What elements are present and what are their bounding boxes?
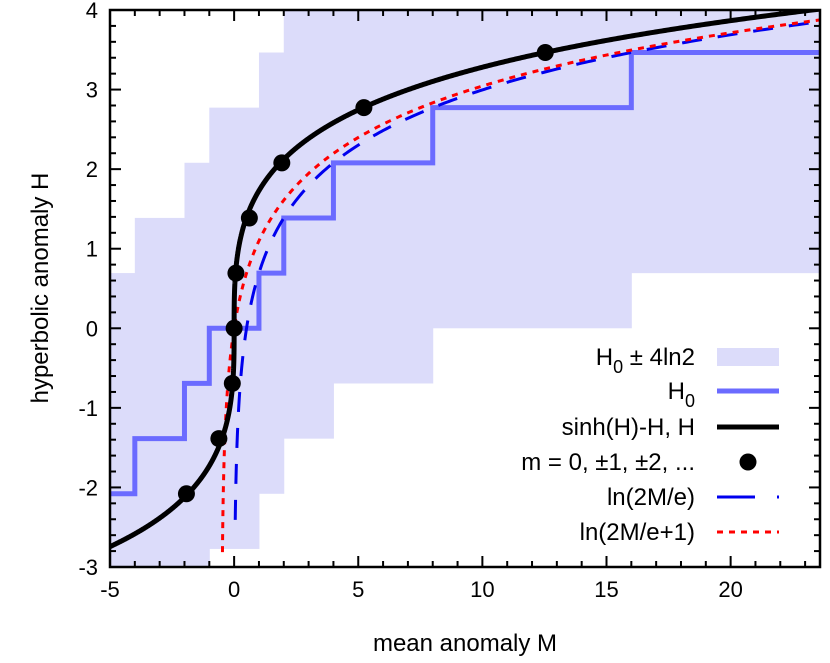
y-tick-label: 1 [86,237,98,262]
y-tick-label: 0 [86,316,98,341]
plot-frame [108,8,822,569]
x-tick-label: 0 [228,577,240,602]
y-tick-label: 3 [86,78,98,103]
x-tick-label: -5 [100,577,120,602]
legend-item: ln(2M/e) [607,484,779,511]
anchor-point [227,264,245,282]
legend-swatch-point [739,453,757,471]
h0-step-line [110,49,820,497]
y-tick-label: 2 [86,157,98,182]
legend-label: ln(2M/e+1) [580,519,695,546]
legend-item: H0 [668,378,779,411]
x-tick-label: 10 [470,577,494,602]
legend-label: H0 ± 4ln2 [596,344,695,377]
anchor-point [355,99,373,117]
y-tick-label: 4 [86,0,98,23]
plot-area [110,10,820,567]
tick-labels: -5 0 5 10 15 20 -3 -2 -1 0 1 2 3 4 [78,0,742,602]
anchor-point [223,374,241,392]
band-segment [110,273,136,567]
x-tick-label: 5 [352,577,364,602]
y-tick-label: -1 [78,396,98,421]
y-axis-label: hyperbolic anomaly H [27,173,54,404]
band-segment [432,10,632,329]
band-segment [631,10,820,274]
x-axis-label: mean anomaly M [373,630,557,657]
legend-item: sinh(H)-H, H [562,414,779,441]
legend-label: sinh(H)-H, H [562,414,695,441]
legend-label: H0 [668,378,695,411]
legend-item: m = 0, ±1, ±2, ... [521,449,757,476]
x-tick-label: 15 [594,577,618,602]
band-segment [184,162,210,567]
x-tick-label: 20 [718,577,742,602]
anchor-point [210,430,228,448]
anchor-point [273,154,291,172]
y-tick-label: -3 [78,555,98,580]
anchor-point [225,319,243,337]
legend-item: ln(2M/e+1) [580,519,779,546]
legend-swatch-band [717,348,779,366]
y-tick-label: -2 [78,475,98,500]
anchor-point [240,209,258,227]
anchor-point [536,43,554,61]
band-segment [333,10,434,384]
band-segment [283,10,334,439]
legend-item: H0 ± 4ln2 [596,344,779,377]
band-segment [134,217,185,567]
legend-label: ln(2M/e) [607,484,695,511]
legend-label: m = 0, ±1, ±2, ... [521,449,695,476]
anchor-point [177,485,195,503]
